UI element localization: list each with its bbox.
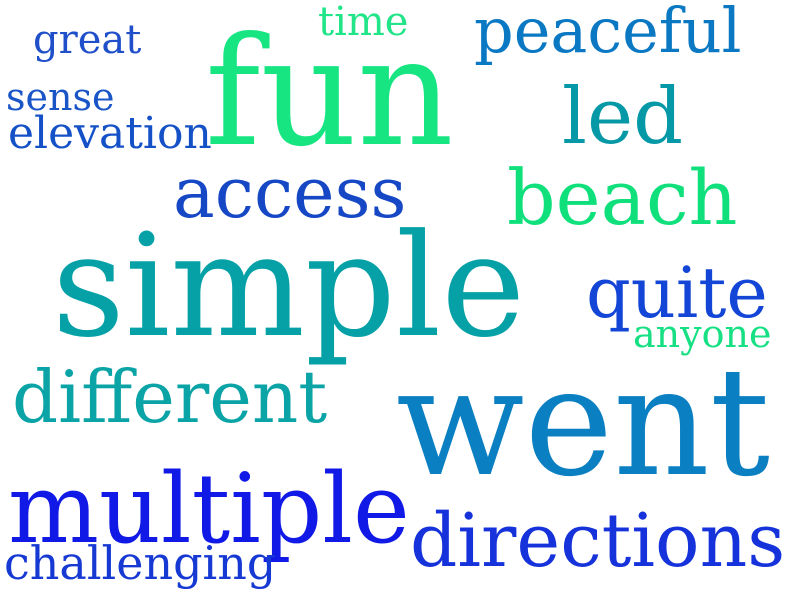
word-beach: beach <box>507 153 738 242</box>
word-directions: directions <box>410 498 786 584</box>
word-time: time <box>318 0 409 45</box>
word-different: different <box>12 355 328 439</box>
word-quite: quite <box>586 252 768 334</box>
word-went: went <box>396 336 771 510</box>
word-fun: fun <box>205 6 454 180</box>
word-led: led <box>562 72 684 162</box>
word-challenging: challenging <box>4 536 277 590</box>
word-access: access <box>173 152 407 234</box>
word-sense: sense <box>6 75 115 119</box>
word-great: great <box>33 17 142 63</box>
word-peaceful: peaceful <box>474 0 742 67</box>
word-simple: simple <box>52 204 526 369</box>
word-multiple: multiple <box>8 453 410 565</box>
word-elevation: elevation <box>8 108 212 159</box>
word-anyone: anyone <box>633 312 772 356</box>
